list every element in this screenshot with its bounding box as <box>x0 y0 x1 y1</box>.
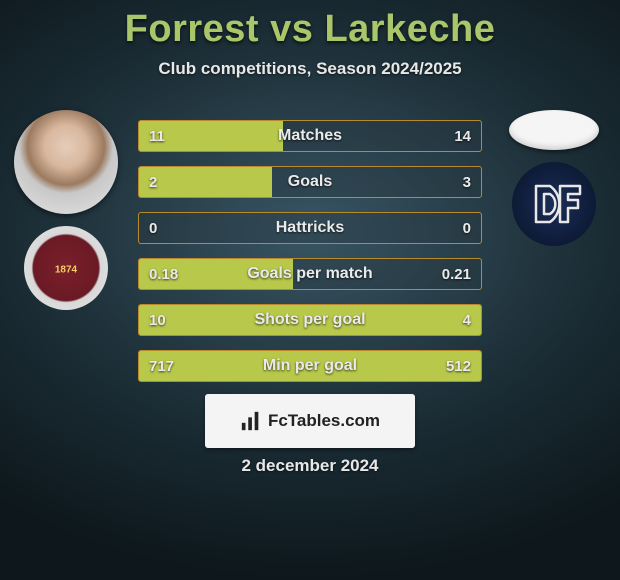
stat-value-right: 4 <box>463 312 471 329</box>
stat-value-right: 3 <box>463 174 471 191</box>
stat-label: Hattricks <box>139 219 481 237</box>
stat-label: Matches <box>139 127 481 145</box>
stats-container: 11Matches14 2Goals3 0Hattricks0 0.18Goals p… <box>138 120 482 382</box>
player-avatar-left <box>14 110 118 214</box>
page-subtitle: Club competitions, Season 2024/2025 <box>0 59 620 79</box>
chart-icon <box>240 410 262 432</box>
stat-row: 11Matches14 <box>138 120 482 152</box>
club-badge-left <box>24 226 108 310</box>
player-avatar-right <box>509 110 599 150</box>
stat-label: Min per goal <box>139 357 481 375</box>
stat-value-right: 14 <box>454 128 471 145</box>
stat-row: 717Min per goal512 <box>138 350 482 382</box>
stat-row: 0Hattricks0 <box>138 212 482 244</box>
site-name: FcTables.com <box>268 411 380 431</box>
stat-row: 0.18Goals per match0.21 <box>138 258 482 290</box>
club-badge-right <box>512 162 596 246</box>
left-player-panel <box>6 110 126 310</box>
stat-label: Shots per goal <box>139 311 481 329</box>
stat-value-right: 512 <box>446 358 471 375</box>
stat-value-right: 0 <box>463 220 471 237</box>
footer-date: 2 december 2024 <box>0 456 620 476</box>
stat-value-right: 0.21 <box>442 266 471 283</box>
page-title: Forrest vs Larkeche <box>0 0 620 51</box>
stat-label: Goals <box>139 173 481 191</box>
site-badge: FcTables.com <box>205 394 415 448</box>
stat-row: 10Shots per goal4 <box>138 304 482 336</box>
stat-label: Goals per match <box>139 265 481 283</box>
right-player-panel <box>494 110 614 246</box>
stat-row: 2Goals3 <box>138 166 482 198</box>
